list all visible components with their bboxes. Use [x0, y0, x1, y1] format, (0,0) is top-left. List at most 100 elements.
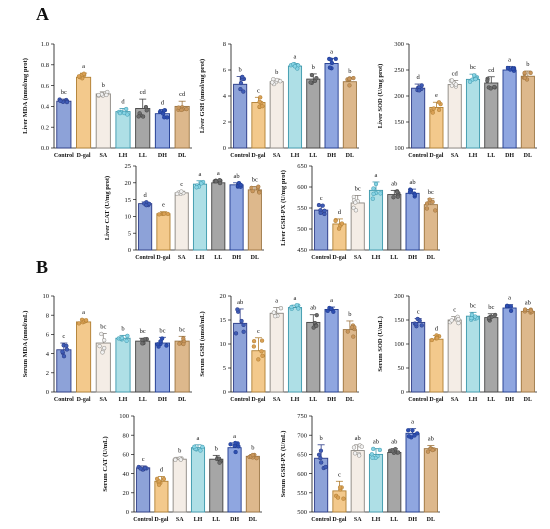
data-point [213, 179, 219, 184]
bar [95, 342, 111, 393]
data-point [142, 465, 148, 471]
data-point [259, 338, 265, 343]
y-tick-label: 4 [46, 351, 50, 358]
data-point [177, 341, 182, 346]
category-label: LH [196, 255, 205, 261]
category-label: DL [249, 517, 257, 523]
data-point [76, 74, 82, 79]
significance-letter: bc [140, 328, 146, 335]
y-tick-label: 500 [297, 509, 307, 516]
y-tick-label: 10 [220, 341, 227, 348]
category-label: LH [469, 153, 478, 159]
significance-letter: ab [355, 435, 361, 442]
data-point [162, 211, 167, 216]
significance-letter: ab [373, 439, 379, 446]
y-tick-label: 0.4 [41, 104, 50, 111]
data-point [157, 109, 163, 114]
bar [76, 76, 92, 149]
significance-letter: b [348, 311, 351, 318]
data-point [492, 84, 497, 90]
category-label: LL [214, 255, 222, 261]
category-label: SA [99, 397, 107, 403]
data-point [371, 191, 376, 196]
data-point [179, 189, 184, 194]
significance-letter: bc [428, 189, 434, 196]
significance-letter: a [294, 295, 297, 302]
y-axis-label: Serum MDA (nmol/mL) [22, 311, 29, 378]
significance-letter: a [82, 63, 85, 70]
data-point [318, 210, 323, 216]
data-point [427, 197, 432, 202]
data-point [124, 338, 129, 343]
data-point [357, 453, 362, 458]
y-tick-label: 6 [46, 332, 50, 339]
data-point [528, 70, 533, 76]
bar [387, 194, 402, 251]
significance-letter: a [275, 298, 278, 305]
data-point [511, 66, 516, 71]
data-point [522, 70, 527, 76]
significance-letter: a [411, 419, 414, 426]
significance-letter: ab [391, 180, 397, 187]
chart-liver-mda: 0.0 0.2 0.4 0.6 0.8 1.0 Liver MDA (nmol/mg pro… [22, 41, 192, 159]
y-tick-label: 5 [223, 365, 226, 372]
data-point [309, 72, 315, 78]
data-point [320, 203, 325, 208]
significance-letter: e [162, 202, 165, 209]
data-point [165, 211, 170, 217]
data-point [154, 476, 160, 481]
category-label: Control [230, 397, 250, 403]
data-point [486, 315, 492, 321]
bar [520, 75, 535, 149]
data-point [473, 77, 478, 82]
bar [154, 342, 170, 393]
y-tick-label: 450 [297, 247, 307, 254]
data-point [430, 110, 435, 115]
category-label: D-gal [154, 517, 168, 523]
data-point [251, 339, 257, 344]
y-tick-label: 0 [126, 509, 129, 516]
data-point [378, 191, 383, 196]
bar [306, 78, 321, 149]
data-point [239, 318, 244, 324]
significance-letter: b [102, 82, 105, 89]
bar [56, 100, 72, 149]
category-label: DL [178, 397, 186, 403]
bar [56, 349, 72, 393]
category-label: DL [427, 255, 435, 261]
bar [192, 183, 208, 251]
significance-letter: c [142, 456, 145, 463]
bar [324, 308, 339, 393]
y-tick-label: 200 [394, 293, 404, 300]
category-label: LL [309, 397, 317, 403]
data-point [390, 449, 395, 454]
significance-letter: bc [179, 326, 185, 333]
bar [447, 319, 462, 393]
data-point [319, 460, 324, 465]
category-label: SA [273, 153, 281, 159]
y-tick-label: 600 [297, 471, 307, 478]
data-point [351, 445, 357, 450]
y-tick-label: 750 [297, 413, 307, 420]
data-point [64, 99, 70, 105]
data-point [233, 440, 238, 446]
significance-letter: a [508, 56, 511, 63]
category-label: Control [408, 153, 428, 159]
significance-letter: d [435, 325, 439, 332]
data-point [257, 190, 262, 195]
y-tick-label: 0.0 [41, 145, 49, 152]
data-point [228, 442, 233, 447]
data-point [278, 79, 283, 84]
bar [465, 315, 481, 393]
panel-label-b: B [36, 257, 49, 277]
data-point [254, 456, 259, 461]
y-tick-label: 700 [297, 432, 307, 439]
data-point [391, 195, 396, 200]
y-tick-label: 0 [401, 389, 404, 396]
bar [465, 78, 481, 149]
y-axis-label: Liver MDA (nmol/mg prot) [22, 58, 29, 134]
bar [342, 329, 357, 393]
data-point [333, 56, 338, 62]
y-tick-label: 250 [394, 67, 404, 74]
data-point [331, 309, 336, 314]
